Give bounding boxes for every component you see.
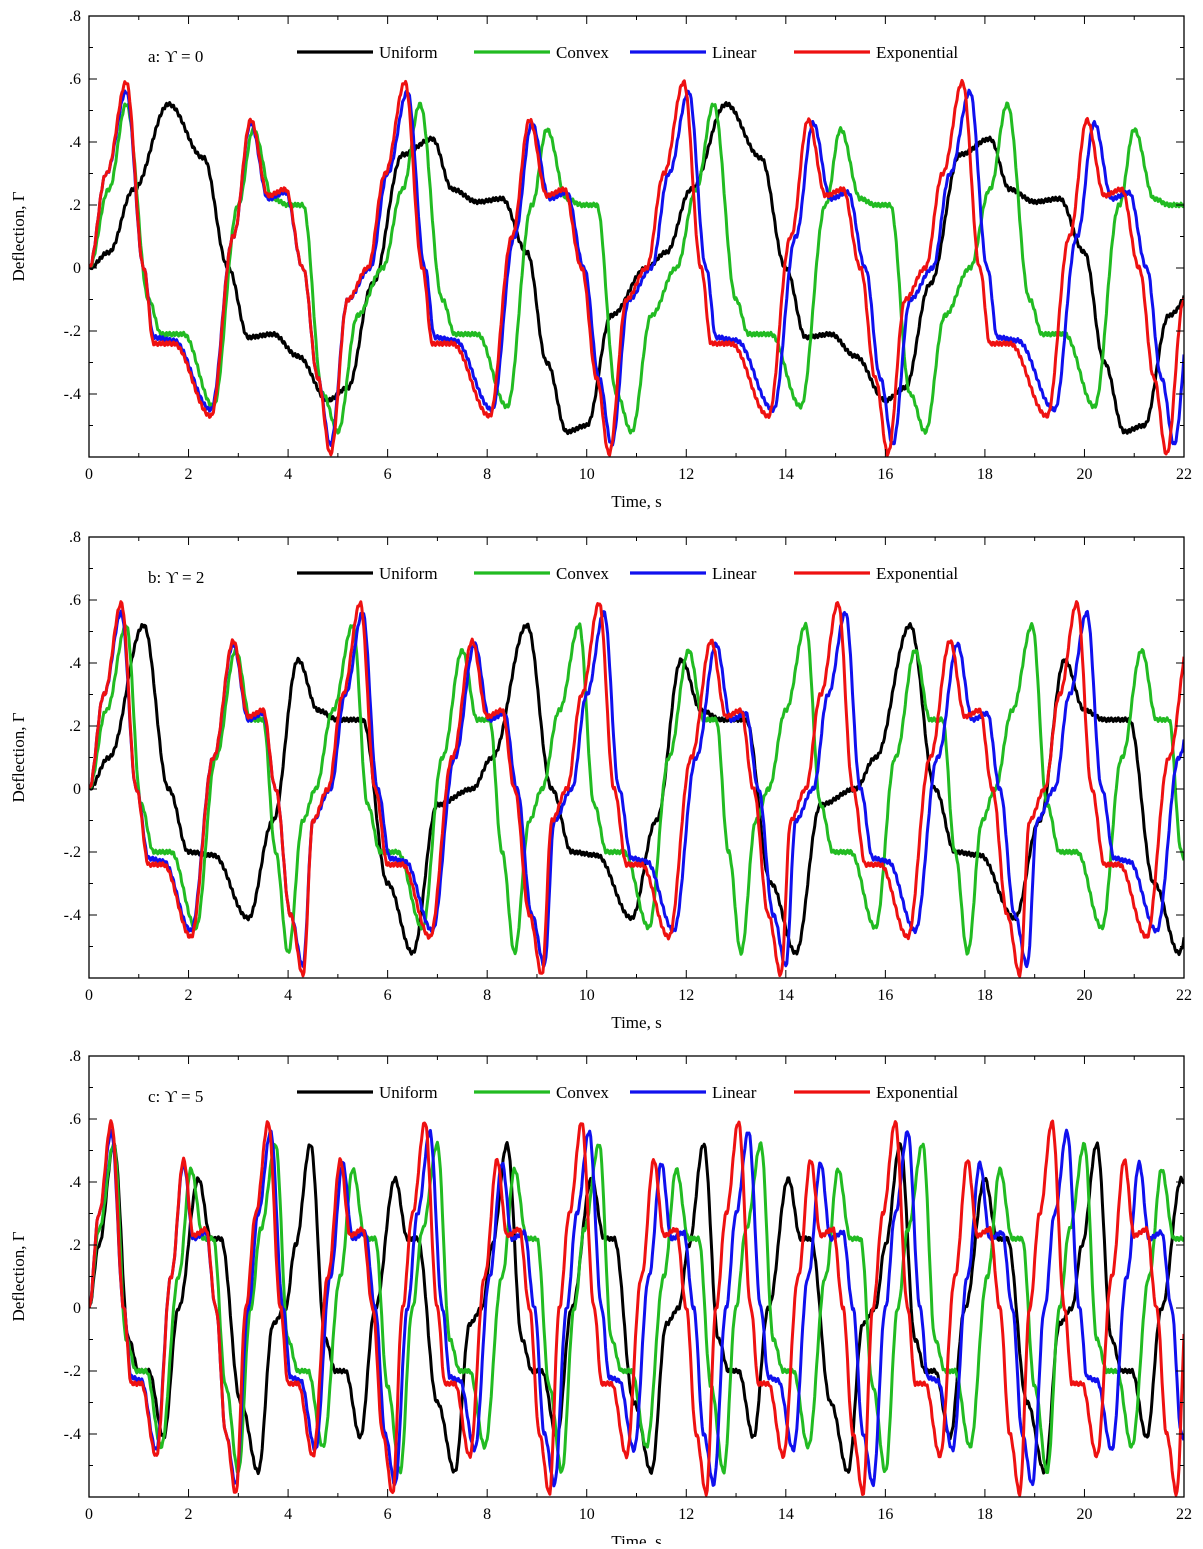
legend-label-linear: Linear bbox=[712, 564, 757, 583]
y-tick-label: -.2 bbox=[64, 1363, 81, 1380]
x-tick-label: 20 bbox=[1076, 466, 1092, 483]
series-line-exponential bbox=[89, 1119, 1184, 1497]
y-tick-label: .4 bbox=[69, 134, 81, 151]
x-tick-label: 12 bbox=[678, 466, 694, 483]
series-group bbox=[89, 78, 1184, 457]
panel-b: 0 2 4 6 8 10 12 14 16 18 20 22 -.4 -.2 0 .2 .4 .6 .8 Time, … bbox=[9, 529, 1192, 1032]
x-tick-label: 20 bbox=[1076, 1506, 1092, 1523]
x-axis-title: Time, s bbox=[611, 1013, 661, 1032]
x-tick-label: 14 bbox=[778, 1506, 794, 1523]
panel-label: a: ϒ = 0 bbox=[148, 47, 203, 66]
series-line-linear bbox=[89, 88, 1184, 447]
x-tick-label: 2 bbox=[185, 466, 193, 483]
x-tick-label: 0 bbox=[85, 987, 93, 1004]
x-tick-label: 18 bbox=[977, 1506, 993, 1523]
x-tick-label: 6 bbox=[384, 1506, 392, 1523]
x-tick-label: 14 bbox=[778, 987, 794, 1004]
x-tick-label: 18 bbox=[977, 466, 993, 483]
y-axis-title: Deflection, Γ bbox=[9, 1231, 28, 1321]
y-tick-label: -.4 bbox=[64, 1426, 81, 1443]
x-tick-label: 10 bbox=[579, 466, 595, 483]
legend-label-convex: Convex bbox=[556, 1083, 609, 1102]
x-tick-label: 6 bbox=[384, 987, 392, 1004]
x-tick-label: 4 bbox=[284, 1506, 292, 1523]
x-tick-label: 16 bbox=[877, 466, 893, 483]
series-line-exponential bbox=[89, 600, 1184, 978]
x-tick-label: 18 bbox=[977, 987, 993, 1004]
x-tick-label: 14 bbox=[778, 466, 794, 483]
legend-label-exponential: Exponential bbox=[876, 1083, 958, 1102]
y-tick-label: .8 bbox=[69, 529, 81, 546]
legend: Uniform Convex Linear Exponential bbox=[297, 43, 958, 62]
legend-label-convex: Convex bbox=[556, 564, 609, 583]
x-axis-title: Time, s bbox=[611, 1532, 661, 1544]
legend-label-linear: Linear bbox=[712, 43, 757, 62]
y-tick-label: .8 bbox=[69, 1048, 81, 1065]
legend-label-exponential: Exponential bbox=[876, 43, 958, 62]
x-tick-label: 0 bbox=[85, 1506, 93, 1523]
series-line-convex bbox=[89, 101, 1184, 435]
x-tick-label: 22 bbox=[1176, 466, 1192, 483]
series-group bbox=[89, 600, 1184, 978]
panel-label: b: ϒ = 2 bbox=[148, 568, 204, 587]
y-tick-label: .2 bbox=[69, 1237, 81, 1254]
legend-label-uniform: Uniform bbox=[379, 564, 438, 583]
series-line-exponential bbox=[89, 78, 1184, 457]
y-tick-label: .4 bbox=[69, 655, 81, 672]
y-tick-label: -.2 bbox=[64, 844, 81, 861]
legend-label-linear: Linear bbox=[712, 1083, 757, 1102]
y-tick-label: 0 bbox=[73, 260, 81, 277]
x-tick-label: 22 bbox=[1176, 987, 1192, 1004]
x-tick-label: 4 bbox=[284, 466, 292, 483]
y-tick-label: .8 bbox=[69, 8, 81, 25]
y-tick-label: .2 bbox=[69, 718, 81, 735]
legend-label-convex: Convex bbox=[556, 43, 609, 62]
x-tick-label: 10 bbox=[579, 987, 595, 1004]
series-group bbox=[89, 1119, 1184, 1497]
y-axis-title: Deflection, Γ bbox=[9, 191, 28, 281]
x-tick-label: 8 bbox=[483, 1506, 491, 1523]
x-tick-label: 16 bbox=[877, 1506, 893, 1523]
series-line-uniform bbox=[89, 101, 1184, 436]
x-tick-label: 12 bbox=[678, 1506, 694, 1523]
y-tick-label: .6 bbox=[69, 1111, 81, 1128]
panel-a: 0 2 4 6 8 10 12 14 16 18 20 22 -.4 -.2 0 .2 .4 .6 .8 Time, … bbox=[9, 8, 1192, 511]
y-tick-label: 0 bbox=[73, 781, 81, 798]
legend: Uniform Convex Linear Exponential bbox=[297, 1083, 958, 1102]
y-tick-label: .2 bbox=[69, 197, 81, 214]
x-tick-label: 6 bbox=[384, 466, 392, 483]
x-tick-label: 12 bbox=[678, 987, 694, 1004]
series-line-uniform bbox=[89, 1141, 1184, 1476]
x-tick-label: 2 bbox=[185, 1506, 193, 1523]
y-tick-label: .4 bbox=[69, 1174, 81, 1191]
x-tick-label: 8 bbox=[483, 987, 491, 1004]
y-tick-label: -.2 bbox=[64, 323, 81, 340]
legend: Uniform Convex Linear Exponential bbox=[297, 564, 958, 583]
x-tick-label: 0 bbox=[85, 466, 93, 483]
x-tick-label: 16 bbox=[877, 987, 893, 1004]
series-line-convex bbox=[89, 621, 1184, 956]
panel-c: 0 2 4 6 8 10 12 14 16 18 20 22 -.4 -.2 0 .2 .4 .6 .8 Time, … bbox=[9, 1048, 1192, 1549]
x-tick-label: 8 bbox=[483, 466, 491, 483]
legend-label-uniform: Uniform bbox=[379, 43, 438, 62]
y-axis-title: Deflection, Γ bbox=[9, 712, 28, 802]
y-tick-label: 0 bbox=[73, 1300, 81, 1317]
y-tick-label: -.4 bbox=[64, 907, 81, 924]
legend-label-uniform: Uniform bbox=[379, 1083, 438, 1102]
x-axis-title: Time, s bbox=[611, 492, 661, 511]
y-tick-label: -.4 bbox=[64, 386, 81, 403]
x-tick-label: 10 bbox=[579, 1506, 595, 1523]
x-tick-label: 2 bbox=[185, 987, 193, 1004]
legend-label-exponential: Exponential bbox=[876, 564, 958, 583]
y-tick-label: .6 bbox=[69, 71, 81, 88]
x-tick-label: 4 bbox=[284, 987, 292, 1004]
x-tick-label: 20 bbox=[1076, 987, 1092, 1004]
x-tick-label: 22 bbox=[1176, 1506, 1192, 1523]
panel-label: c: ϒ = 5 bbox=[148, 1087, 203, 1106]
y-tick-label: .6 bbox=[69, 592, 81, 609]
